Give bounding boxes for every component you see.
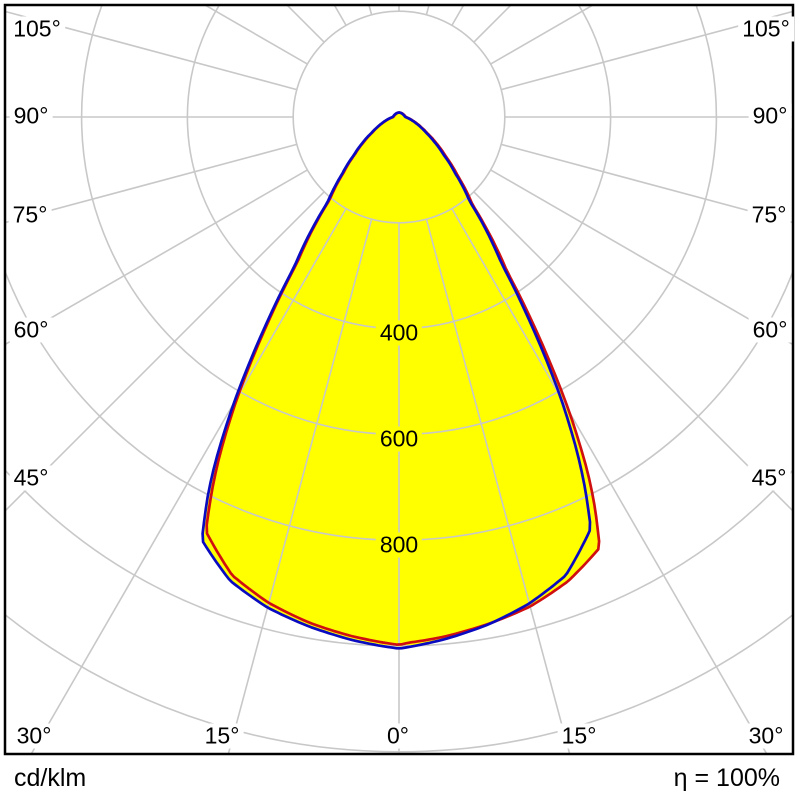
grid-spoke-255: [6, 10, 298, 91]
angle-label-90: 90°: [748, 103, 792, 129]
angle-label-45: 45°: [747, 465, 791, 491]
grid-spoke-75: [500, 143, 792, 224]
grid-spoke-60: [490, 169, 792, 345]
ring-label-400: 400: [375, 320, 423, 346]
grid-spoke-300: [6, 169, 308, 345]
angle-label-105: 105°: [9, 16, 65, 42]
angle-label-0: 0°: [383, 723, 413, 749]
intensity-fill-lobe: [202, 112, 600, 649]
angle-label-15: 15°: [557, 723, 601, 749]
angle-label-90: 90°: [9, 103, 53, 129]
light-output-ratio-caption: η = 100%: [673, 764, 780, 792]
angle-label-45: 45°: [9, 465, 53, 491]
angle-label-60: 60°: [748, 317, 792, 343]
grid-spoke-30: [451, 208, 768, 753]
unit-caption: cd/klm: [14, 764, 87, 792]
diagram-frame: [3, 3, 795, 756]
angle-label-75: 75°: [8, 202, 52, 228]
grid-spoke-330: [30, 208, 347, 753]
angle-label-105: 105°: [738, 16, 794, 42]
curve-c0-c180: [201, 111, 592, 650]
grid-spoke-105: [500, 10, 792, 91]
angle-label-75: 75°: [747, 202, 791, 228]
angle-label-60: 60°: [9, 317, 53, 343]
ring-label-800: 800: [375, 532, 423, 558]
angle-label-30: 30°: [12, 723, 56, 749]
grid-spoke-285: [6, 143, 298, 224]
ring-label-600: 600: [375, 426, 423, 452]
angle-label-30: 30°: [744, 723, 788, 749]
angle-label-15: 15°: [200, 723, 244, 749]
